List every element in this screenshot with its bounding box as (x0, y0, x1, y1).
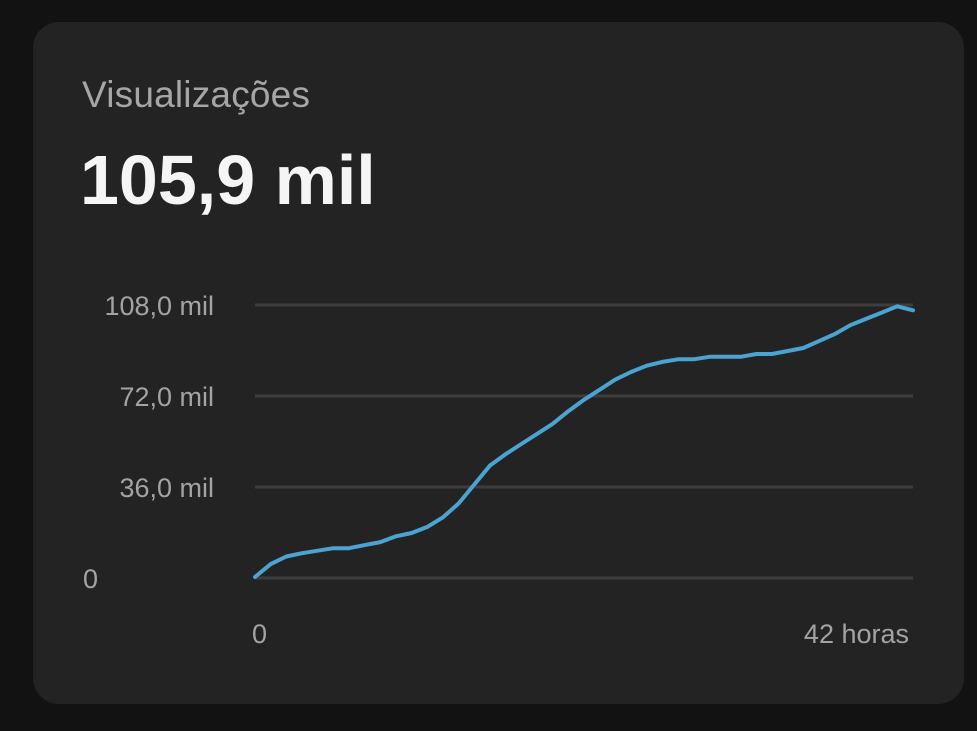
y-tick-label: 36,0 mil (119, 473, 214, 503)
grid-lines (255, 303, 913, 580)
y-tick-label: 72,0 mil (119, 382, 214, 412)
x-tick-label: 0 (252, 619, 267, 649)
y-tick-label: 0 (83, 564, 98, 594)
views-total-value: 105,9 mil (80, 141, 376, 219)
views-card: Visualizações 105,9 mil (33, 22, 964, 704)
series-line (253, 304, 915, 579)
y-tick-label: 108,0 mil (104, 291, 214, 321)
x-tick-label: 42 horas (804, 619, 909, 649)
card-title: Visualizações (82, 74, 311, 115)
x-axis-ticks: 0 42 horas (252, 619, 909, 649)
y-axis-ticks: 0 36,0 mil 72,0 mil 108,0 mil (83, 291, 214, 594)
